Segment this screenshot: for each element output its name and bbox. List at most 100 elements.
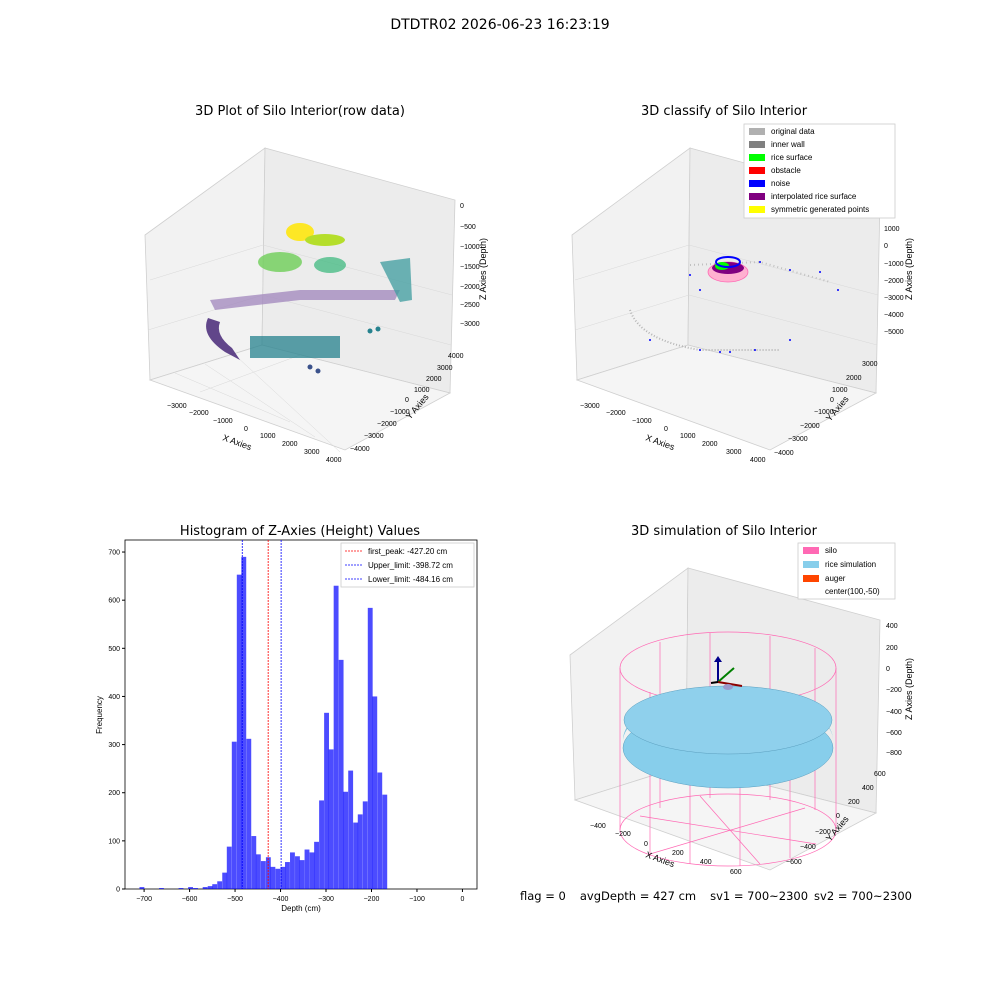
hist-xtick: 0 (460, 896, 464, 903)
p4-ztick: −200 (886, 687, 902, 694)
p4-zlabel: Z Axies (Depth) (904, 658, 914, 720)
hist-vlines (241, 540, 282, 889)
hist-bar (285, 862, 290, 889)
p1-xtick: −1000 (213, 418, 233, 425)
hist-bar (255, 854, 261, 889)
p2-ztick: 1000 (884, 226, 900, 233)
p4-ytick: 600 (874, 771, 886, 778)
p1-ytick: 2000 (426, 376, 442, 383)
hist-ytick: 0 (116, 887, 120, 894)
hist-ytick: 700 (108, 550, 120, 557)
hist-xtick: −700 (136, 896, 152, 903)
p2-ytick: 2000 (846, 375, 862, 382)
p2-ztick: −5000 (884, 329, 904, 336)
p2-legend-label: symmetric generated points (771, 205, 869, 214)
p1-xtick: 2000 (282, 441, 298, 448)
panel3-title: Histogram of Z-Axies (Height) Values (179, 524, 421, 539)
hist-ytick: 300 (108, 742, 120, 749)
p4-legend-label: center(100,-50) (825, 587, 880, 596)
p2-ytick: 1000 (832, 387, 848, 394)
p2-ytick: 3000 (862, 361, 878, 368)
p2-xtick: −2000 (606, 410, 626, 417)
hist-xtick: −100 (409, 896, 425, 903)
hist-ytick: 100 (108, 838, 120, 845)
panel2-points (629, 256, 839, 353)
hist-bar (231, 741, 237, 889)
hist-xticks: −700 −600 −500 −400 −300 −200 −100 0 (136, 889, 464, 903)
hist-bar (295, 856, 300, 889)
p2-legend-label: original data (771, 127, 815, 136)
p4-legend-swatch (803, 575, 819, 582)
p4-legend-swatch (803, 547, 819, 554)
p2-legend-swatch (749, 193, 765, 200)
hist-bar (377, 772, 383, 889)
p4-ytick: −400 (800, 844, 816, 851)
p1-ytick: −4000 (350, 446, 370, 453)
avg-depth-text: avgDepth = 427 cm (579, 889, 697, 903)
auger-glyph (710, 656, 743, 690)
panel1-axes-box (144, 147, 456, 451)
p2-legend-swatch (749, 128, 765, 135)
p2-legend-swatch (749, 167, 765, 174)
p2-ytick: −3000 (788, 436, 808, 443)
hist-bar (353, 822, 359, 889)
hist-ytick: 600 (108, 598, 120, 605)
rice-simulation-surface (622, 685, 834, 789)
hist-bar (178, 888, 184, 889)
p4-legend-swatch (803, 561, 819, 568)
hist-ytick: 200 (108, 790, 120, 797)
p2-xtick: −3000 (580, 403, 600, 410)
p4-legend-label: rice simulation (825, 560, 876, 569)
p1-xtick: −3000 (167, 403, 187, 410)
hist-bar (236, 574, 242, 889)
p1-ztick: −2000 (460, 284, 480, 291)
p1-ztick: −1500 (460, 264, 480, 271)
p1-zlabel: Z Axies (Depth) (478, 238, 488, 300)
p4-legend: silo rice simulation auger center(100,-5… (797, 542, 896, 600)
p4-xtick: −400 (590, 823, 606, 830)
panel2-title: 3D classify of Silo Interior (640, 104, 808, 119)
hist-bar (217, 881, 223, 889)
hist-bar (139, 887, 145, 889)
hist-xtick: −200 (364, 896, 380, 903)
sv2-text: sv2 = 700~2300 (814, 889, 912, 903)
hist-ytick: 400 (108, 694, 120, 701)
p2-xtick: 1000 (680, 433, 696, 440)
hist-bar (251, 836, 257, 889)
hist-bar (382, 794, 388, 889)
p1-ztick: −1000 (460, 244, 480, 251)
hist-bar (275, 868, 281, 889)
hist-xlabel: Depth (cm) (281, 904, 321, 913)
p4-xtick: 600 (730, 869, 742, 876)
hist-bar (338, 659, 344, 889)
hist-ytick: 500 (108, 646, 120, 653)
hist-bar (362, 801, 368, 889)
hist-bar (328, 749, 334, 889)
p2-legend: original data inner wall rice surface ob… (743, 123, 896, 219)
p2-ztick: 0 (884, 243, 888, 250)
p4-ytick: 0 (836, 813, 840, 820)
hist-xtick: −300 (318, 896, 334, 903)
panel1-title: 3D Plot of Silo Interior(row data) (195, 104, 405, 119)
p1-ytick: 3000 (437, 365, 453, 372)
p2-legend-label: obstacle (771, 166, 801, 175)
panel2-ticks: −3000 −2000 −1000 0 1000 2000 3000 4000 … (580, 226, 904, 464)
hist-bar (212, 884, 218, 889)
status-footer: flag = 0 avgDepth = 427 cm sv1 = 700~2300 s… (520, 889, 926, 903)
p1-ytick: 4000 (448, 353, 464, 360)
p1-xtick: 3000 (304, 449, 320, 456)
p4-xtick: 200 (672, 850, 684, 857)
p1-ytick: 0 (405, 397, 409, 404)
hist-bar (159, 888, 164, 889)
p2-legend-label: rice surface (771, 153, 813, 162)
hist-bar (222, 872, 228, 889)
p4-ytick: 400 (862, 785, 874, 792)
p2-ztick: −1000 (884, 261, 904, 268)
hist-bar (202, 887, 208, 889)
p2-xtick: 2000 (702, 441, 718, 448)
p1-ztick: −2500 (460, 302, 480, 309)
p2-legend-swatch (749, 206, 765, 213)
p1-ztick: −500 (460, 224, 476, 231)
hist-bar (319, 800, 324, 889)
